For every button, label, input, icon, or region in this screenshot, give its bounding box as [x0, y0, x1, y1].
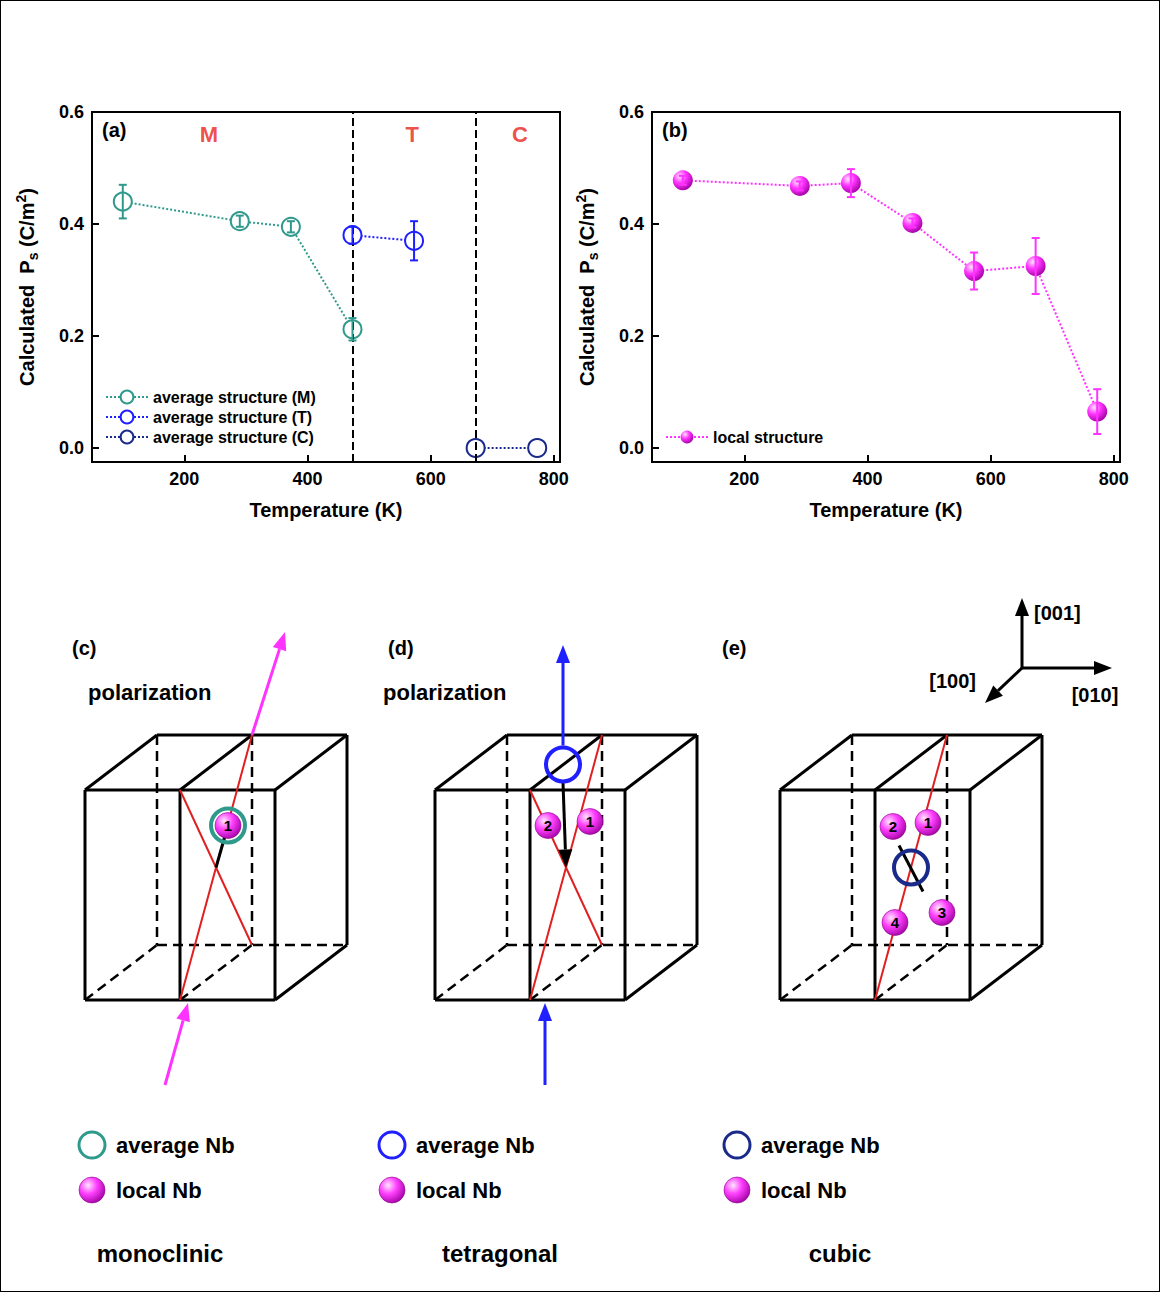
svg-text:0.4: 0.4: [59, 214, 84, 234]
svg-text:1: 1: [586, 813, 594, 830]
svg-text:Temperature (K): Temperature (K): [810, 499, 963, 521]
svg-text:0.4: 0.4: [619, 214, 644, 234]
svg-text:polarization: polarization: [88, 680, 211, 705]
svg-text:cubic: cubic: [809, 1240, 872, 1267]
svg-text:4: 4: [891, 914, 900, 931]
svg-text:0.6: 0.6: [619, 102, 644, 122]
svg-text:2: 2: [889, 818, 897, 835]
svg-text:average Nb: average Nb: [761, 1133, 880, 1158]
svg-text:Calculated P: Calculated P: [16, 260, 38, 386]
svg-text:monoclinic: monoclinic: [97, 1240, 224, 1267]
svg-text:(a): (a): [102, 119, 126, 141]
svg-text:local Nb: local Nb: [761, 1178, 847, 1203]
svg-text:400: 400: [853, 469, 883, 489]
svg-text:3: 3: [938, 904, 946, 921]
svg-text:400: 400: [293, 469, 323, 489]
svg-text:600: 600: [416, 469, 446, 489]
svg-text:(c): (c): [72, 637, 96, 659]
svg-text:(e): (e): [722, 637, 746, 659]
svg-text:average structure (T): average structure (T): [153, 409, 312, 426]
svg-text:[100]: [100]: [929, 670, 976, 692]
svg-text:(d): (d): [388, 637, 414, 659]
svg-text:): ): [576, 188, 598, 195]
svg-text:0.6: 0.6: [59, 102, 84, 122]
svg-text:1: 1: [924, 814, 932, 831]
svg-text:Temperature (K): Temperature (K): [250, 499, 403, 521]
svg-text:average structure (C): average structure (C): [153, 429, 314, 446]
svg-text:s: s: [585, 252, 601, 261]
svg-text:s: s: [25, 252, 41, 261]
svg-text:200: 200: [169, 469, 199, 489]
svg-text:2: 2: [544, 817, 552, 834]
svg-text:average Nb: average Nb: [116, 1133, 235, 1158]
svg-text:(b): (b): [662, 119, 688, 141]
svg-text:1: 1: [224, 817, 232, 834]
svg-text:[001]: [001]: [1034, 602, 1081, 624]
svg-text:0.0: 0.0: [59, 438, 84, 458]
svg-text:0.0: 0.0: [619, 438, 644, 458]
svg-text:M: M: [200, 122, 218, 147]
svg-text:800: 800: [539, 469, 569, 489]
svg-text:local Nb: local Nb: [416, 1178, 502, 1203]
svg-text:Calculated P: Calculated P: [576, 260, 598, 386]
svg-text:(C/m: (C/m: [16, 203, 38, 253]
svg-text:T: T: [405, 122, 419, 147]
svg-text:2: 2: [13, 194, 29, 203]
svg-text:800: 800: [1099, 469, 1129, 489]
svg-text:0.2: 0.2: [619, 326, 644, 346]
svg-text:average Nb: average Nb: [416, 1133, 535, 1158]
svg-text:local Nb: local Nb: [116, 1178, 202, 1203]
svg-text:local structure: local structure: [713, 429, 823, 446]
svg-text:): ): [16, 188, 38, 195]
svg-text:600: 600: [976, 469, 1006, 489]
svg-text:tetragonal: tetragonal: [442, 1240, 558, 1267]
svg-text:C: C: [512, 122, 528, 147]
svg-text:(C/m: (C/m: [576, 203, 598, 253]
svg-text:0.2: 0.2: [59, 326, 84, 346]
svg-text:average structure (M): average structure (M): [153, 389, 316, 406]
svg-text:200: 200: [729, 469, 759, 489]
svg-text:2: 2: [573, 194, 589, 203]
svg-text:polarization: polarization: [383, 680, 506, 705]
svg-text:[010]: [010]: [1072, 684, 1119, 706]
